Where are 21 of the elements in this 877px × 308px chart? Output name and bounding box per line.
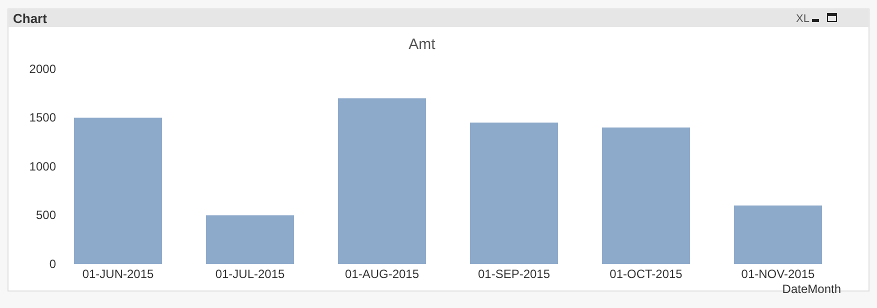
- y-tick-label: 0: [49, 256, 56, 271]
- bar: [734, 206, 822, 264]
- x-tick-label: 01-OCT-2015: [610, 267, 683, 281]
- x-tick-label: 01-AUG-2015: [344, 267, 420, 281]
- bar: [206, 215, 294, 264]
- text: XL: [796, 13, 810, 25]
- bar: [338, 98, 426, 264]
- y-tick-label: 1500: [29, 110, 56, 125]
- x-tick-label: 01-NOV-2015: [741, 267, 816, 281]
- x-tick-label: 01-SEP-2015: [478, 267, 550, 281]
- x-tick-label: 01-JUL-2015: [215, 267, 286, 281]
- text: Chart: [13, 11, 48, 26]
- bar: [602, 128, 690, 264]
- bar: [74, 118, 162, 264]
- bar: [470, 122, 558, 264]
- x-tick-label: 01-JUN-2015: [82, 267, 154, 281]
- y-tick-label: 500: [36, 208, 56, 222]
- y-tick-label: 2000: [29, 62, 56, 76]
- chart-title: Amt: [408, 36, 436, 53]
- x-axis-title: DateMonth: [782, 282, 841, 296]
- y-tick-label: 1000: [29, 159, 56, 174]
